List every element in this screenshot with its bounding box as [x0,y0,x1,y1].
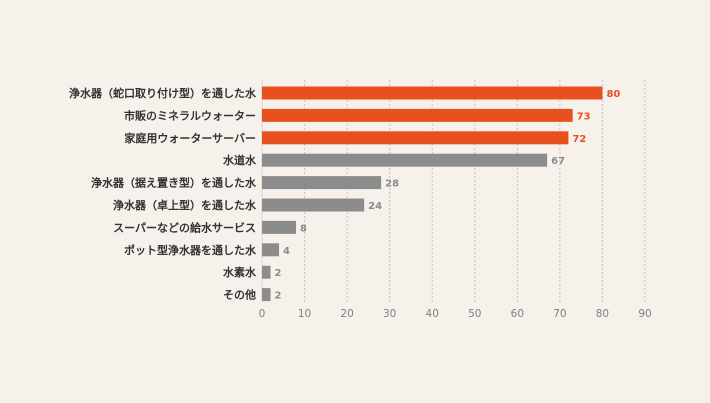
x-tick-label: 80 [596,308,609,320]
category-label: 浄水器（据え置き型）を通した水 [91,176,257,190]
bar [262,220,297,234]
x-tick-label: 90 [638,308,651,320]
category-label: 水道水 [223,153,257,167]
category-label: 市販のミネラルウォーター [124,108,256,122]
x-tick-label: 70 [553,308,566,320]
category-label: 浄水器（卓上型）を通した水 [113,198,257,212]
category-label: 浄水器（蛇口取り付け型）を通した水 [69,86,257,100]
value-label: 28 [385,179,399,190]
x-tick-label: 10 [298,308,311,320]
value-label: 80 [606,89,620,100]
x-tick-label: 40 [426,308,439,320]
value-label: 24 [368,201,382,212]
value-label: 4 [283,246,290,257]
bar [262,265,271,279]
x-axis-ticks: 0 10 20 30 40 50 60 70 80 90 [259,308,652,320]
x-tick-label: 20 [340,308,353,320]
bar [262,131,569,145]
bar [262,176,382,190]
value-label: 2 [275,268,282,279]
bars [262,86,603,302]
category-label: スーパーなどの給水サービス [113,220,256,234]
category-label: その他 [223,288,256,302]
category-label: 家庭用ウォーターサーバー [124,131,256,145]
value-label: 67 [551,156,565,167]
x-tick-label: 30 [383,308,396,320]
value-label: 73 [577,111,591,122]
bar [262,153,548,167]
category-label: ポット型浄水器を通した水 [124,243,257,257]
x-tick-label: 50 [468,308,481,320]
value-label: 8 [300,223,307,234]
category-label: 水素水 [223,265,257,279]
bar [262,288,271,302]
bar [262,243,280,257]
x-tick-label: 60 [511,308,524,320]
bar [262,108,573,122]
category-labels: 浄水器（蛇口取り付け型）を通した水市販のミネラルウォーター家庭用ウォーターサーバ… [69,86,257,302]
bar [262,198,365,212]
bar [262,86,603,100]
x-tick-label: 0 [259,308,266,320]
value-label: 72 [572,134,586,145]
value-label: 2 [275,291,282,302]
